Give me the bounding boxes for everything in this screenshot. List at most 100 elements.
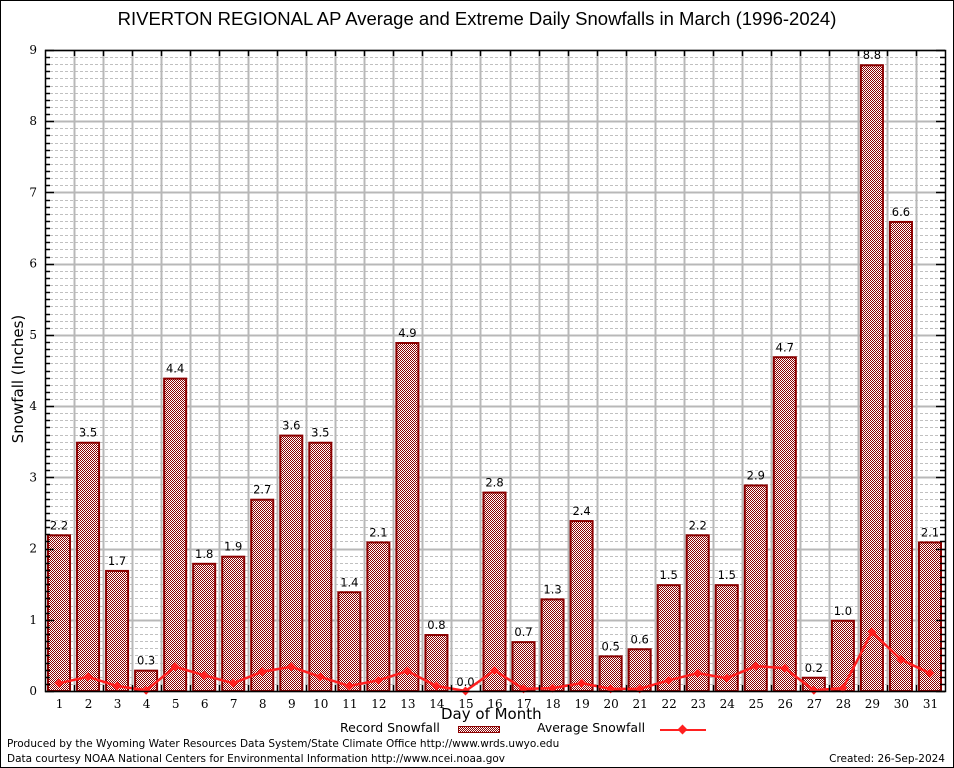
y-tick-label: 3 — [29, 470, 37, 484]
record-bar — [830, 619, 855, 692]
x-tick-label: 30 — [894, 697, 909, 711]
record-bar — [163, 377, 188, 692]
x-tick-label: 12 — [371, 697, 386, 711]
footer-created: Created: 26-Sep-2024 — [829, 753, 945, 765]
x-tick-label: 23 — [691, 697, 706, 711]
average-point — [751, 661, 761, 671]
record-bar — [47, 534, 72, 692]
legend-average-label: Average Snowfall — [537, 720, 646, 735]
bar-value-label: 2.7 — [253, 483, 271, 497]
bar-value-label: 1.7 — [108, 554, 126, 568]
bar-value-label: 1.8 — [195, 547, 213, 561]
bar-value-label: 0.6 — [631, 632, 649, 646]
bar-value-label: 1.4 — [340, 575, 358, 589]
x-tick-label: 14 — [429, 697, 445, 711]
bar-value-label: 2.9 — [747, 468, 765, 482]
bar-value-label: 1.5 — [660, 568, 678, 582]
average-point — [199, 670, 209, 680]
bar-value-label: 2.4 — [572, 504, 590, 518]
bar-value-label: 2.2 — [689, 518, 707, 532]
average-point — [141, 685, 151, 695]
bar-value-label: 4.4 — [166, 362, 184, 376]
legend-record-label: Record Snowfall — [340, 720, 440, 735]
bar-value-label: 0.0 — [456, 675, 474, 689]
bar-value-label: 0.3 — [137, 654, 155, 668]
average-point — [925, 668, 935, 678]
x-tick-label: 17 — [516, 697, 531, 711]
x-tick-label: 6 — [201, 697, 209, 711]
average-point — [664, 675, 674, 685]
x-tick-label: 8 — [259, 697, 267, 711]
y-tick-label: 6 — [29, 257, 37, 271]
average-point — [54, 678, 64, 688]
x-tick-label: 22 — [662, 697, 677, 711]
average-point — [722, 673, 732, 683]
bar-value-labels: 2.2 3.5 1.7 0.3 4.4 1.8 1.9 2.7 3.6 3.5 1.4 2.1 4.9 0… — [50, 48, 939, 689]
x-tick-label: 15 — [458, 697, 473, 711]
x-tick-label: 1 — [56, 697, 64, 711]
x-tick-label: 16 — [487, 697, 502, 711]
bar-value-label: 2.2 — [50, 518, 68, 532]
chart-title: RIVERTON REGIONAL AP Average and Extreme… — [117, 8, 837, 29]
average-point — [315, 672, 325, 682]
x-tick-label: 20 — [603, 697, 618, 711]
x-tick-label: 31 — [923, 697, 938, 711]
bar-value-label: 3.5 — [311, 426, 329, 440]
x-axis-label: Day of Month — [441, 705, 542, 723]
record-bar — [772, 356, 797, 692]
x-tick-label: 5 — [172, 697, 180, 711]
average-point — [809, 685, 819, 695]
x-tick-label: 24 — [720, 697, 736, 711]
record-bar — [569, 520, 594, 692]
footer-produced-by: Produced by the Wyoming Water Resources … — [7, 738, 560, 750]
bar-value-label: 1.9 — [224, 540, 242, 554]
record-bar — [888, 220, 913, 693]
bar-value-label: 2.8 — [485, 476, 503, 490]
record-bar — [859, 64, 884, 692]
record-bar — [395, 342, 420, 692]
average-point — [402, 666, 412, 676]
footer-data-courtesy: Data courtesy NOAA National Centers for … — [7, 753, 506, 765]
record-bar — [279, 434, 304, 692]
record-bar — [308, 441, 333, 692]
average-point — [257, 667, 267, 677]
average-point — [867, 627, 877, 637]
x-tick-label: 4 — [143, 697, 151, 711]
x-tick-label: 3 — [114, 697, 122, 711]
record-bar — [540, 598, 565, 693]
average-point — [780, 663, 790, 673]
legend-record-swatch — [458, 726, 500, 733]
average-point — [548, 683, 558, 693]
y-tick-label: 8 — [29, 114, 37, 128]
average-point — [577, 678, 587, 688]
x-tick-label: 2 — [85, 697, 93, 711]
x-tick-label: 7 — [230, 697, 238, 711]
record-bar — [250, 498, 275, 693]
x-tick-label: 28 — [836, 697, 851, 711]
x-tick-label: 11 — [342, 697, 357, 711]
bar-value-label: 1.0 — [834, 604, 852, 618]
axes — [44, 49, 947, 693]
bar-value-label: 1.5 — [718, 568, 736, 582]
average-point — [344, 681, 354, 691]
bar-value-label: 4.9 — [398, 326, 416, 340]
bar-value-label: 2.1 — [921, 525, 939, 539]
x-tick-labels: 1 2 3 4 5 6 7 8 9 10 11 12 13 14 15 16 17 18 19 20 21 22 23 24 2… — [56, 697, 938, 711]
bar-value-label: 0.8 — [427, 618, 445, 632]
bar-value-label: 2.1 — [369, 525, 387, 539]
bar-value-label: 3.6 — [282, 419, 300, 433]
record-bar — [685, 534, 710, 692]
y-axis-label: Snowfall (Inches) — [9, 314, 27, 444]
bar-value-label: 3.5 — [79, 426, 97, 440]
average-point — [838, 683, 848, 693]
average-point — [112, 681, 122, 691]
y-tick-label: 4 — [29, 399, 37, 413]
y-tick-label: 5 — [29, 328, 37, 342]
bar-value-label: 8.8 — [863, 48, 881, 62]
x-tick-label: 19 — [574, 697, 589, 711]
bar-value-label: 0.7 — [514, 625, 532, 639]
record-bar — [743, 484, 768, 693]
x-tick-label: 29 — [865, 697, 880, 711]
bar-value-label: 6.6 — [892, 205, 910, 219]
